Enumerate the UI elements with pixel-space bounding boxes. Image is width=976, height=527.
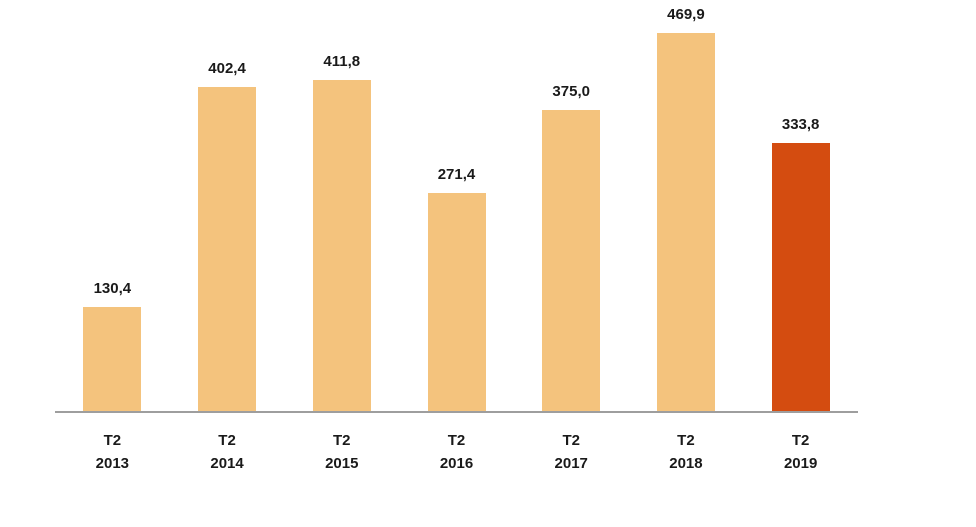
x-tick-label-t2-2018: T2 2018 — [636, 429, 736, 475]
bar-t2-2018 — [656, 33, 715, 412]
bar-value-label-t2-2018: 469,9 — [667, 6, 705, 23]
bar-t2-2016 — [427, 193, 486, 412]
x-tick-label-line: T2 — [218, 432, 236, 449]
x-tick-label-line: T2 — [103, 432, 122, 449]
x-tick-label-line: 2017 — [554, 455, 588, 472]
x-tick-label-line: 2019 — [783, 455, 818, 472]
x-tick-label-t2-2015: T2 2015 — [292, 429, 392, 475]
bar-t2-2014 — [198, 87, 257, 412]
bar-value-label-t2-2015: 411,8 — [323, 52, 361, 70]
bar-value-label-t2-2019: 333,8 — [781, 115, 820, 133]
x-tick-label-line: T2 — [791, 432, 810, 449]
x-tick-label-line: T2 — [447, 432, 466, 449]
x-tick-label-line: 2013 — [95, 455, 130, 472]
x-tick-label-t2-2016: T2 2016 — [407, 429, 507, 475]
x-tick-label-line: 2016 — [439, 455, 474, 472]
bar-t2-2013 — [83, 306, 142, 412]
x-tick-label-t2-2017: T2 2017 — [521, 429, 621, 475]
x-tick-label-line: 2018 — [669, 455, 703, 472]
bar-value-label-t2-2017: 375,0 — [552, 82, 590, 100]
x-axis-line — [55, 411, 858, 413]
bar-value-label-t2-2016: 271,4 — [437, 166, 476, 184]
x-tick-label-t2-2013: T2 2013 — [62, 429, 162, 475]
bar-value-label-t2-2013: 130,4 — [93, 279, 132, 297]
x-tick-label-t2-2014: T2 2014 — [177, 429, 277, 475]
x-tick-label-line: 2014 — [210, 455, 244, 472]
bar-value-label-t2-2014: 402,4 — [208, 60, 246, 78]
x-tick-label-line: T2 — [333, 432, 351, 449]
x-tick-label-t2-2019: T2 2019 — [751, 429, 851, 475]
bar-t2-2015 — [312, 79, 371, 412]
bar-t2-2019 — [771, 142, 830, 412]
x-tick-label-line: T2 — [677, 432, 695, 449]
x-tick-label-line: T2 — [562, 432, 580, 449]
x-tick-label-line: 2015 — [325, 455, 359, 472]
bar-t2-2017 — [542, 109, 601, 412]
